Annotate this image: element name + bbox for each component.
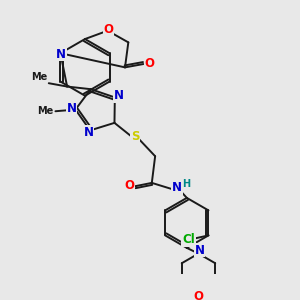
Text: O: O (103, 23, 113, 36)
Text: N: N (172, 182, 182, 194)
Text: N: N (83, 126, 94, 139)
Text: O: O (144, 57, 154, 70)
Text: O: O (124, 179, 134, 192)
Text: H: H (182, 178, 190, 188)
Text: Cl: Cl (182, 233, 195, 246)
Text: Me: Me (38, 106, 54, 116)
Text: N: N (66, 102, 76, 116)
Text: Me: Me (31, 71, 47, 82)
Text: N: N (194, 244, 205, 257)
Text: N: N (56, 48, 66, 61)
Text: S: S (131, 130, 140, 143)
Text: O: O (194, 290, 203, 300)
Text: N: N (114, 89, 124, 102)
